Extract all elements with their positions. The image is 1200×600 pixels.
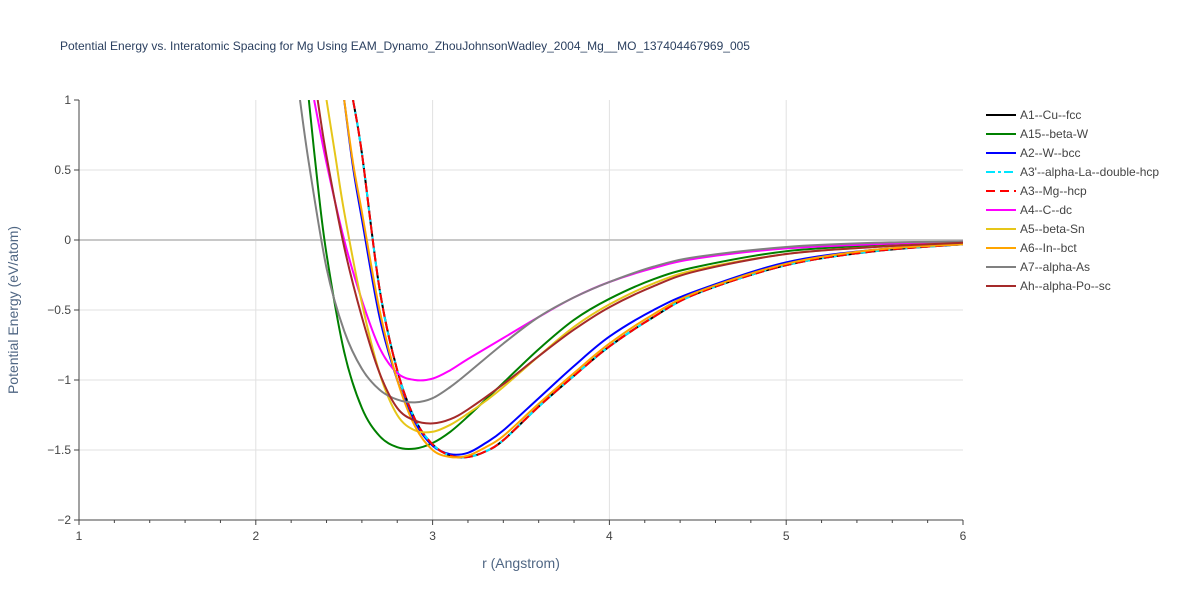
x-tick-label: 3: [429, 529, 436, 543]
legend-item-label: A5--beta-Sn: [1020, 222, 1085, 236]
series-lines: [299, 100, 963, 459]
legend-item-label: Ah--alpha-Po--sc: [1020, 279, 1111, 293]
y-tick-label: −1.5: [47, 443, 71, 457]
axes: 1 2 3 4 5 6 −2 −1.5 −1 −0.5 0 0.5 1: [47, 93, 966, 543]
legend-item-label: A3'--alpha-La--double-hcp: [1020, 165, 1159, 179]
y-tick-label: −2: [57, 513, 71, 527]
gridlines: [79, 100, 963, 520]
y-tick-label: −1: [57, 373, 71, 387]
y-tick-label: −0.5: [47, 303, 71, 317]
legend-item-label: A2--W--bcc: [1020, 146, 1080, 160]
legend-item-label: A4--C--dc: [1020, 203, 1072, 217]
x-tick-label: 2: [252, 529, 259, 543]
series-line-1: [307, 100, 963, 451]
series-line-6: [325, 100, 963, 434]
legend-item-label: A6--In--bct: [1020, 241, 1077, 255]
x-tick-label: 4: [606, 529, 613, 543]
legend-item-label: A1--Cu--fcc: [1020, 108, 1081, 122]
legend-item-label: A7--alpha-As: [1020, 260, 1090, 274]
series-line-7: [343, 100, 963, 459]
chart-title: Potential Energy vs. Interatomic Spacing…: [60, 39, 750, 53]
x-axis-label: r (Angstrom): [482, 555, 560, 571]
y-tick-label: 0: [64, 233, 71, 247]
legend-item-label: A3--Mg--hcp: [1020, 184, 1087, 198]
x-tick-label: 1: [76, 529, 83, 543]
legend: A1--Cu--fcc A15--beta-W A2--W--bcc A3'--alp…: [986, 108, 1159, 293]
y-tick-label: 1: [64, 93, 71, 107]
y-axis-label: Potential Energy (eV/atom): [5, 226, 21, 394]
series-line-8: [299, 100, 963, 404]
series-line-2: [343, 100, 963, 456]
series-line-0: [352, 100, 963, 459]
series-line-4: [352, 100, 963, 459]
legend-item-label: A15--beta-W: [1020, 127, 1089, 141]
series-line-9: [316, 100, 963, 425]
x-tick-label: 5: [783, 529, 790, 543]
x-tick-label: 6: [960, 529, 967, 543]
series-line-3: [352, 100, 963, 459]
y-tick-label: 0.5: [54, 163, 71, 177]
